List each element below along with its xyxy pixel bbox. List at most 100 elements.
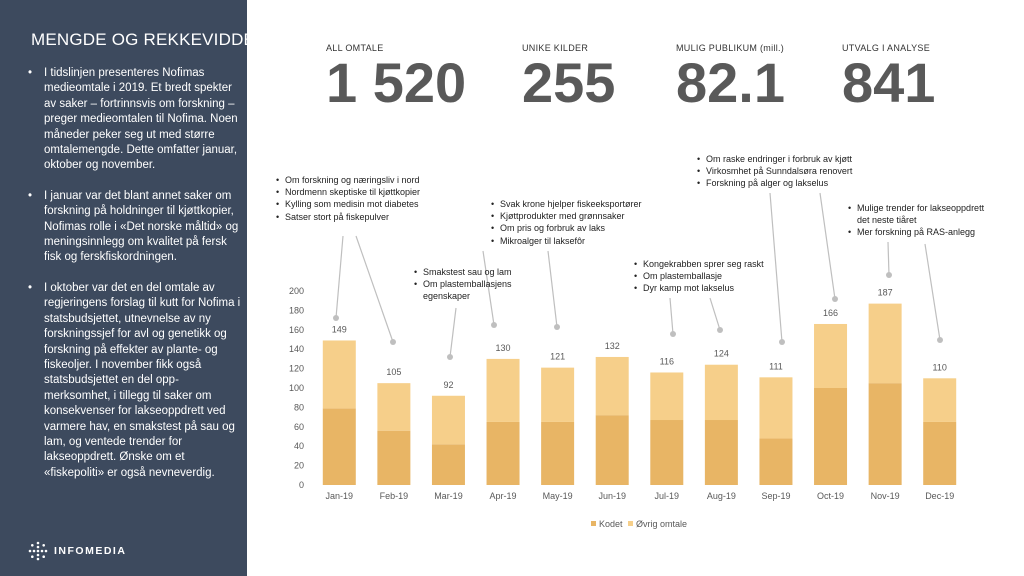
sidebar-paragraph: I oktober var det en del omtale av regje… bbox=[28, 281, 242, 481]
annotation-line: Om plastemballasjens egenskaper bbox=[414, 278, 554, 302]
legend-label: Øvrig omtale bbox=[636, 519, 687, 529]
value-label: 124 bbox=[714, 349, 729, 359]
y-tick-label: 140 bbox=[289, 344, 304, 354]
connector-dot bbox=[447, 354, 453, 360]
y-tick-label: 200 bbox=[289, 286, 304, 296]
x-axis-label: Mar-19 bbox=[434, 491, 463, 501]
legend: Kodet Øvrig omtale bbox=[591, 519, 687, 529]
value-label: 121 bbox=[550, 352, 565, 362]
connector-dot bbox=[554, 324, 560, 330]
y-tick-label: 120 bbox=[289, 364, 304, 374]
annotation-line: Dyr kamp mot lakselus bbox=[634, 282, 764, 294]
infomedia-logo: INFOMEDIA bbox=[28, 541, 126, 561]
annotation-line: Mer forskning på RAS-anlegg bbox=[848, 226, 998, 238]
value-label: 166 bbox=[823, 308, 838, 318]
annotation-line: Om plastemballasje bbox=[634, 270, 764, 282]
x-axis-label: Apr-19 bbox=[490, 491, 517, 501]
value-label: 187 bbox=[878, 288, 893, 298]
annotation-line: Mikroalger til laksefôr bbox=[491, 235, 642, 247]
bar-kodet bbox=[541, 421, 575, 485]
annotation-jan-19: Om forskning og næringsliv i nordNordmen… bbox=[276, 174, 420, 223]
connector-dot bbox=[491, 322, 497, 328]
y-tick-label: 160 bbox=[289, 325, 304, 335]
annotation-jul-19: Kongekrabben sprer seg rasktOm plastemba… bbox=[634, 258, 764, 295]
x-axis-label: Oct-19 bbox=[817, 491, 844, 501]
value-label: 132 bbox=[605, 341, 620, 351]
sidebar: MENGDE OG REKKEVIDDE I tidslinjen presen… bbox=[0, 0, 255, 576]
connector-line bbox=[924, 243, 941, 341]
annotation-line: Forskning på alger og lakselus bbox=[697, 177, 852, 189]
bars bbox=[322, 303, 957, 485]
annotation-connectors bbox=[333, 192, 943, 360]
infomedia-logo-icon bbox=[28, 541, 48, 561]
bar-kodet bbox=[923, 421, 957, 485]
kpi-value: 841 bbox=[842, 51, 936, 114]
x-axis-label: May-19 bbox=[543, 491, 573, 501]
annotation-line: Smakstest sau og lam bbox=[414, 266, 554, 278]
x-axis-label: Dec-19 bbox=[925, 491, 954, 501]
sidebar-bullets: I tidslinjen presenteres Nofimas medieom… bbox=[28, 66, 242, 496]
connector-line bbox=[887, 241, 890, 276]
kpi-value: 82.1 bbox=[676, 51, 785, 114]
bar-kodet bbox=[595, 415, 629, 485]
value-label: 130 bbox=[496, 343, 511, 353]
bar-kodet bbox=[486, 421, 520, 485]
bar-kodet bbox=[814, 388, 848, 485]
kpi-label: UTVALG I ANALYSE bbox=[842, 43, 930, 53]
kpi-all-coverage: ALL OMTALE 1 520 bbox=[326, 43, 467, 114]
value-label: 110 bbox=[933, 362, 947, 372]
x-axis-labels: Jan-19 Feb-19 Mar-19 Apr-19 May-19 Jun-19 Jul-… bbox=[326, 491, 955, 501]
bar-ovrig bbox=[759, 377, 793, 439]
bar-ovrig bbox=[595, 356, 629, 416]
kpi-label: UNIKE KILDER bbox=[522, 43, 589, 53]
sidebar-title: MENGDE OG REKKEVIDDE bbox=[31, 30, 256, 49]
value-labels: 149 105 92 130 121 132 116 124 111 166 187 110 bbox=[332, 288, 947, 390]
annotation-line: Satser stort på fiskepulver bbox=[276, 211, 420, 223]
y-tick-label: 40 bbox=[294, 441, 304, 451]
y-axis-ticks: 0 20 40 60 80 100 120 140 160 180 200 bbox=[289, 286, 304, 490]
annotation-sep-19: Om raske endringer i forbruk av kjøttVir… bbox=[697, 153, 852, 190]
bar-kodet bbox=[377, 430, 411, 485]
annotation-may-19: Svak krone hjelper fiskeeksportørerKjøtt… bbox=[491, 198, 642, 247]
value-label: 116 bbox=[660, 356, 674, 366]
x-axis-label: Sep-19 bbox=[761, 491, 790, 501]
bar-ovrig bbox=[486, 358, 520, 422]
bar-ovrig bbox=[868, 303, 902, 384]
connector-line bbox=[819, 192, 836, 300]
annotation-line: Kylling som medisin mot diabetes bbox=[276, 198, 420, 210]
connector-dot bbox=[937, 337, 943, 343]
bar-ovrig bbox=[923, 378, 957, 422]
bar-kodet bbox=[759, 438, 793, 485]
connector-dot bbox=[886, 272, 892, 278]
kpi-value: 1 520 bbox=[326, 51, 467, 114]
y-tick-label: 180 bbox=[289, 305, 304, 315]
legend-swatch bbox=[591, 521, 596, 526]
connector-dot bbox=[390, 339, 396, 345]
bar-kodet bbox=[650, 420, 684, 485]
annotation-line: Om forskning og næringsliv i nord bbox=[276, 174, 420, 186]
x-axis-label: Aug-19 bbox=[707, 491, 736, 501]
sidebar-paragraph: I januar var det blant annet saker om fo… bbox=[28, 189, 242, 266]
bar-kodet bbox=[322, 408, 356, 485]
x-axis-label: Jan-19 bbox=[326, 491, 354, 501]
bar-ovrig bbox=[704, 364, 738, 421]
kpi-analysis-sample: UTVALG I ANALYSE 841 bbox=[842, 43, 936, 114]
bar-ovrig bbox=[650, 372, 684, 421]
y-tick-label: 80 bbox=[294, 402, 304, 412]
connector-dot bbox=[832, 296, 838, 302]
x-axis-label: Jun-19 bbox=[598, 491, 626, 501]
bar-ovrig bbox=[431, 395, 465, 445]
connector-line bbox=[669, 297, 674, 335]
legend-swatch bbox=[628, 521, 633, 526]
y-tick-label: 0 bbox=[299, 480, 304, 490]
sidebar-paragraph: I tidslinjen presenteres Nofimas medieom… bbox=[28, 66, 242, 174]
annotation-line: Kongekrabben sprer seg raskt bbox=[634, 258, 764, 270]
connector-dot bbox=[779, 339, 785, 345]
connector-line bbox=[449, 307, 457, 358]
connector-line bbox=[769, 192, 783, 343]
annotation-line: Nordmenn skeptiske til kjøttkopier bbox=[276, 186, 420, 198]
kpi-value: 255 bbox=[522, 51, 616, 114]
connector-dot bbox=[670, 331, 676, 337]
annotation-line: Kjøttprodukter med grønnsaker bbox=[491, 210, 642, 222]
